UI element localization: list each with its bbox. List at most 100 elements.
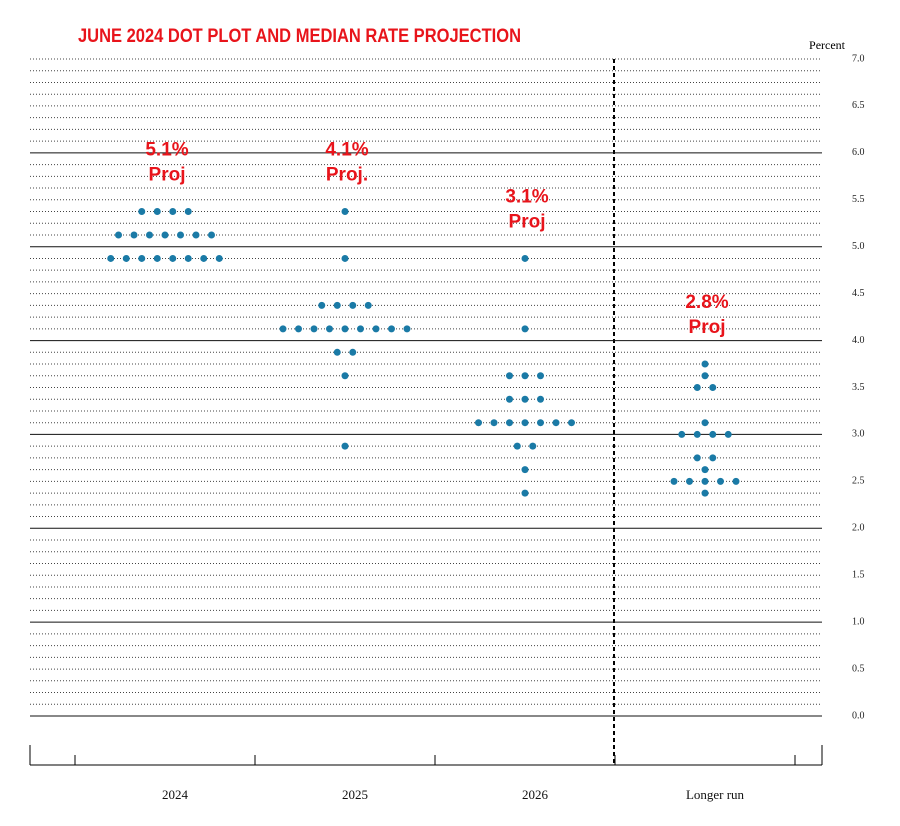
dot bbox=[693, 454, 701, 462]
dot bbox=[568, 419, 575, 427]
dot bbox=[122, 254, 130, 262]
dot bbox=[161, 231, 169, 239]
dot bbox=[701, 477, 709, 485]
dot bbox=[153, 254, 161, 262]
dot bbox=[364, 301, 372, 309]
dot bbox=[349, 301, 357, 309]
annotation: Proj bbox=[689, 317, 726, 338]
dot bbox=[701, 466, 709, 474]
dot bbox=[184, 254, 192, 262]
dot bbox=[521, 325, 529, 333]
y-tick-label: 2.5 bbox=[852, 476, 865, 487]
x-tick-label: Longer run bbox=[686, 787, 745, 802]
dot bbox=[701, 372, 709, 380]
dot bbox=[349, 348, 357, 356]
dot bbox=[521, 395, 529, 403]
dot bbox=[529, 442, 537, 450]
y-tick-label: 4.5 bbox=[852, 288, 865, 299]
dot bbox=[475, 419, 482, 427]
y-tick-label: 4.0 bbox=[852, 335, 865, 346]
y-tick-label: 1.0 bbox=[852, 616, 865, 627]
y-tick-label: 0.0 bbox=[852, 710, 865, 721]
dot bbox=[372, 325, 380, 333]
dot bbox=[146, 231, 153, 239]
dot bbox=[341, 372, 349, 380]
dot bbox=[333, 348, 341, 356]
dot bbox=[732, 477, 740, 485]
dot bbox=[357, 325, 364, 333]
y-tick-label: 5.5 bbox=[852, 194, 865, 205]
dot bbox=[295, 325, 302, 333]
dot bbox=[686, 477, 693, 485]
dot bbox=[184, 208, 192, 216]
dot bbox=[177, 231, 184, 239]
dot bbox=[521, 372, 529, 380]
dot bbox=[138, 208, 146, 216]
dot bbox=[388, 325, 395, 333]
annotation: Proj bbox=[149, 165, 186, 186]
dot bbox=[670, 477, 678, 485]
dot bbox=[279, 325, 287, 333]
dot bbox=[701, 360, 709, 368]
dot bbox=[537, 395, 544, 403]
dot bbox=[215, 254, 223, 262]
dot bbox=[341, 442, 349, 450]
dot bbox=[107, 254, 115, 262]
dot bbox=[537, 372, 544, 380]
dot bbox=[169, 208, 177, 216]
annotation: Proj. bbox=[326, 165, 368, 186]
dot bbox=[208, 231, 215, 239]
dot bbox=[701, 419, 709, 427]
dot bbox=[490, 419, 498, 427]
dot bbox=[717, 477, 724, 485]
dot bbox=[341, 208, 349, 216]
annotation: 3.1% bbox=[505, 186, 548, 207]
y-tick-label: 7.0 bbox=[852, 53, 865, 64]
dot bbox=[506, 372, 513, 380]
dot bbox=[724, 430, 732, 438]
dot bbox=[521, 254, 529, 262]
dot bbox=[115, 231, 122, 239]
y-tick-label: 1.5 bbox=[852, 570, 865, 581]
y-tick-label: 6.5 bbox=[852, 100, 865, 111]
dot bbox=[169, 254, 177, 262]
x-tick-label: 2024 bbox=[162, 787, 189, 802]
dot bbox=[513, 442, 521, 450]
dot bbox=[693, 384, 701, 391]
dot bbox=[326, 325, 333, 333]
annotation: 2.8% bbox=[685, 292, 728, 313]
dot bbox=[537, 419, 544, 427]
dot bbox=[333, 301, 341, 309]
dot bbox=[521, 419, 529, 427]
dot bbox=[552, 419, 560, 427]
y-tick-label: 2.0 bbox=[852, 523, 865, 534]
y-tick-label: 6.0 bbox=[852, 147, 865, 158]
y-tick-label: 3.0 bbox=[852, 429, 865, 440]
dot bbox=[709, 454, 717, 462]
annotation: Proj bbox=[509, 211, 546, 232]
y-tick-label: 0.5 bbox=[852, 663, 865, 674]
x-tick-label: 2025 bbox=[342, 787, 368, 802]
y-tick-label: 5.0 bbox=[852, 241, 865, 252]
x-tick-label: 2026 bbox=[522, 787, 549, 802]
dot bbox=[318, 301, 326, 309]
dot bbox=[310, 325, 318, 333]
dot bbox=[506, 395, 513, 403]
dot bbox=[403, 325, 411, 333]
dot bbox=[678, 430, 686, 438]
y-tick-label: 3.5 bbox=[852, 382, 865, 393]
dot bbox=[506, 419, 513, 427]
dot bbox=[521, 466, 529, 474]
dot bbox=[709, 384, 717, 391]
dot bbox=[709, 430, 717, 438]
chart-title: JUNE 2024 DOT PLOT AND MEDIAN RATE PROJE… bbox=[78, 26, 521, 47]
dot bbox=[693, 430, 701, 438]
dot bbox=[130, 231, 138, 239]
dot bbox=[192, 231, 200, 239]
y-axis-label: Percent bbox=[809, 38, 846, 52]
dot bbox=[153, 208, 161, 216]
dot bbox=[701, 489, 709, 497]
dot bbox=[521, 489, 529, 497]
annotation: 5.1% bbox=[145, 140, 188, 161]
